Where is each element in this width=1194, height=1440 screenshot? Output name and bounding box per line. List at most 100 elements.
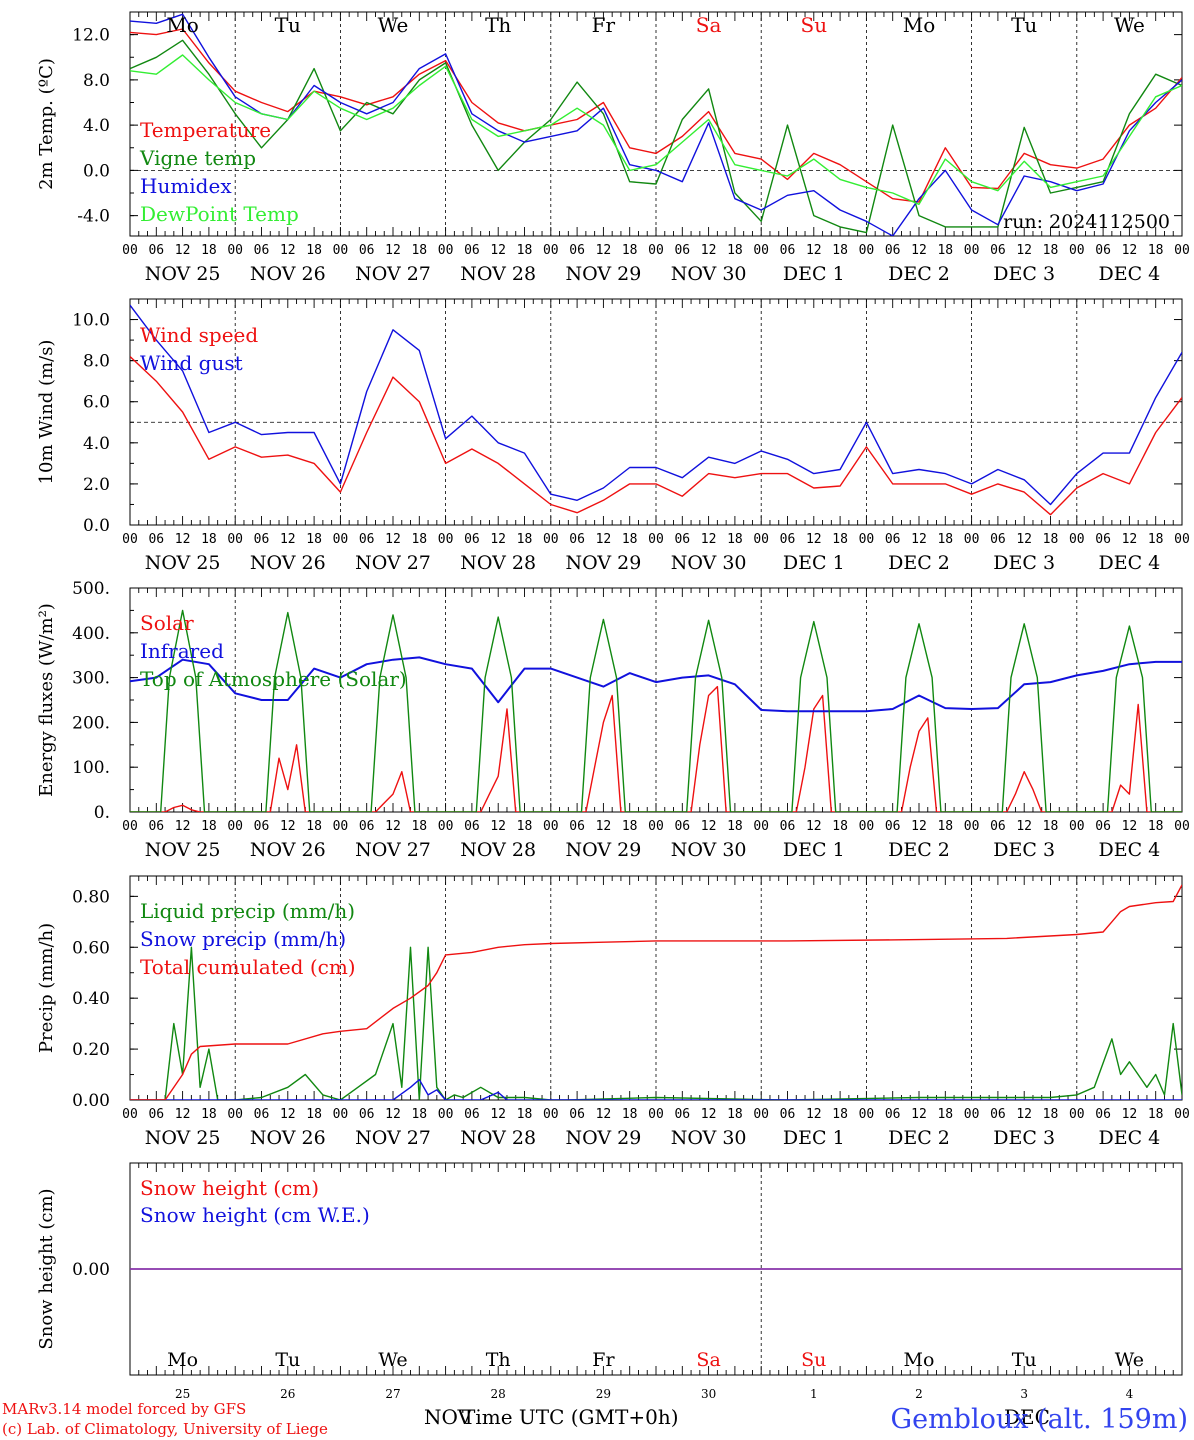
- y-tick-label: 400.: [72, 624, 110, 644]
- x-hour-label: 12: [1122, 532, 1138, 547]
- legend-temperature: Temperature: [140, 118, 271, 142]
- x-date-label: NOV 27: [355, 552, 431, 574]
- x-hour-label: 06: [569, 1107, 585, 1122]
- x-hour-label: 00: [227, 819, 243, 834]
- x-hour-label: 00: [543, 1107, 559, 1122]
- y-axis-label: Energy fluxes (W/m²): [36, 603, 57, 797]
- y-tick-label: 0.00: [72, 1091, 110, 1111]
- x-hour-label: 12: [911, 1107, 927, 1122]
- x-hour-label: 12: [1016, 819, 1032, 834]
- weekday-label-bottom: Tu: [275, 1349, 300, 1371]
- series-line-wind-gust: [130, 304, 1182, 506]
- day-number-label: 4: [1126, 1387, 1134, 1401]
- x-hour-label: 18: [832, 532, 848, 547]
- legend-snow-height-cm-: Snow height (cm): [140, 1176, 319, 1200]
- x-hour-label: 06: [885, 1107, 901, 1122]
- x-hour-label: 18: [622, 819, 638, 834]
- x-hour-label: 12: [911, 532, 927, 547]
- y-tick-label: -4.0: [77, 207, 110, 227]
- x-date-label: NOV 29: [565, 263, 641, 285]
- legend-wind-speed: Wind speed: [140, 323, 258, 347]
- x-hour-label: 06: [885, 532, 901, 547]
- x-hour-label: 18: [201, 532, 217, 547]
- run-annotation: run: 2024112500: [1003, 211, 1170, 233]
- legend-vigne-temp: Vigne temp: [139, 146, 256, 170]
- x-hour-label: 00: [333, 243, 349, 258]
- x-hour-label: 18: [517, 1107, 533, 1122]
- weekday-label-top: Tu: [1011, 13, 1037, 37]
- x-hour-label: 12: [1122, 243, 1138, 258]
- y-axis-label: Precip (mm/h): [36, 923, 57, 1053]
- x-hour-label: 06: [1095, 532, 1111, 547]
- x-date-label: NOV 27: [355, 1127, 431, 1149]
- series-line-top-of-atmosphere-solar-: [130, 609, 1182, 812]
- x-hour-label: 06: [359, 819, 375, 834]
- x-hour-label: 18: [201, 1107, 217, 1122]
- x-date-label: NOV 30: [671, 552, 747, 574]
- y-axis-label: 2m Temp. (ºC): [36, 58, 57, 190]
- x-date-label: NOV 25: [145, 552, 221, 574]
- x-hour-label: 18: [517, 819, 533, 834]
- x-hour-label: 18: [937, 532, 953, 547]
- x-hour-label: 12: [490, 243, 506, 258]
- weekday-label-bottom: We: [378, 1349, 407, 1371]
- x-hour-label: 12: [806, 819, 822, 834]
- x-hour-label: 00: [1069, 532, 1085, 547]
- panel-energy: 0. 100. 200. 300. 400. 500. Energy fluxes (W/m…: [36, 579, 1190, 861]
- y-tick-label: 10.0: [72, 311, 110, 331]
- y-tick-label: 8.0: [83, 71, 110, 91]
- x-hour-label: 12: [280, 819, 296, 834]
- x-date-label: NOV 25: [145, 263, 221, 285]
- weekday-label-top: Mo: [903, 13, 936, 37]
- x-hour-label: 00: [964, 1107, 980, 1122]
- x-hour-label: 18: [727, 243, 743, 258]
- x-hour-label: 18: [622, 532, 638, 547]
- legend-wind-gust: Wind gust: [140, 351, 243, 375]
- y-tick-label: 4.0: [83, 434, 110, 454]
- x-hour-label: 18: [937, 819, 953, 834]
- x-hour-label: 00: [122, 1107, 138, 1122]
- x-date-label: NOV 29: [565, 552, 641, 574]
- x-date-label: DEC 4: [1099, 263, 1161, 285]
- x-hour-label: 06: [1095, 243, 1111, 258]
- x-hour-label: 18: [201, 243, 217, 258]
- series-line-dewpoint-temp: [130, 54, 1182, 206]
- x-hour-label: 00: [753, 243, 769, 258]
- x-hour-label: 06: [148, 819, 164, 834]
- x-hour-label: 00: [964, 532, 980, 547]
- x-hour-label: 06: [464, 819, 480, 834]
- x-hour-label: 06: [464, 532, 480, 547]
- y-tick-label: 0.: [94, 803, 110, 823]
- x-hour-label: 00: [122, 243, 138, 258]
- credit-lab: (c) Lab. of Climatology, University of L…: [2, 1420, 328, 1438]
- x-hour-label: 12: [385, 1107, 401, 1122]
- x-hour-label: 06: [464, 243, 480, 258]
- x-date-label: DEC 2: [888, 839, 950, 861]
- x-hour-label: 06: [780, 532, 796, 547]
- y-tick-label: 8.0: [83, 352, 110, 372]
- x-hour-label: 18: [1043, 819, 1059, 834]
- y-tick-label: 2.0: [83, 475, 110, 495]
- x-hour-label: 00: [122, 532, 138, 547]
- x-hour-label: 12: [280, 532, 296, 547]
- x-hour-label: 00: [333, 819, 349, 834]
- series-line-total-cumulated-cm-: [130, 884, 1182, 1100]
- x-hour-label: 06: [254, 243, 270, 258]
- x-hour-label: 06: [148, 532, 164, 547]
- x-date-label: NOV 25: [145, 1127, 221, 1149]
- x-hour-label: 18: [411, 819, 427, 834]
- x-date-label: DEC 3: [993, 1127, 1055, 1149]
- x-hour-label: 12: [806, 243, 822, 258]
- x-hour-label: 06: [254, 532, 270, 547]
- day-number-label: 25: [175, 1387, 190, 1401]
- x-date-label: DEC 3: [993, 552, 1055, 574]
- y-tick-label: 6.0: [83, 393, 110, 413]
- legend-humidex: Humidex: [140, 174, 232, 198]
- x-date-label: NOV 26: [250, 1127, 326, 1149]
- weekday-label-top: We: [1114, 13, 1145, 37]
- x-hour-label: 12: [175, 1107, 191, 1122]
- x-hour-label: 12: [175, 243, 191, 258]
- legend-liquid-precip-mm-h-: Liquid precip (mm/h): [140, 899, 355, 923]
- x-hour-label: 00: [227, 1107, 243, 1122]
- x-hour-label: 12: [490, 532, 506, 547]
